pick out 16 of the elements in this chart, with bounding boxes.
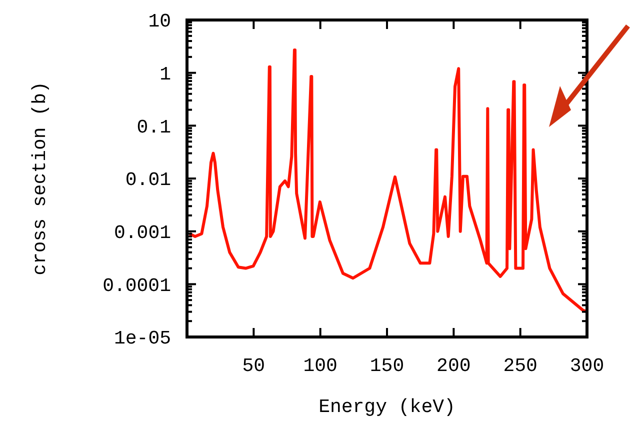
x-tick-label: 100 xyxy=(303,355,338,377)
line-series xyxy=(188,48,588,314)
y-tick-label: 1 xyxy=(160,63,171,86)
y-tick-label: 0.01 xyxy=(125,169,171,192)
x-axis-title: Energy (keV) xyxy=(318,396,456,418)
y-axis-title: cross section (b) xyxy=(29,82,51,276)
y-tick-label: 1e-05 xyxy=(114,328,171,350)
x-tick-label: 300 xyxy=(570,355,604,377)
x-tick-label: 200 xyxy=(436,355,471,377)
y-tick-label: 10 xyxy=(148,10,171,33)
x-tick-label: 150 xyxy=(370,355,404,377)
x-tick-label: 250 xyxy=(503,355,538,377)
y-tick-label: 0.1 xyxy=(136,116,171,138)
y-tick-label: 0.0001 xyxy=(102,274,171,297)
y-tick-label: 0.001 xyxy=(114,222,171,244)
x-tick-label: 50 xyxy=(242,355,266,377)
